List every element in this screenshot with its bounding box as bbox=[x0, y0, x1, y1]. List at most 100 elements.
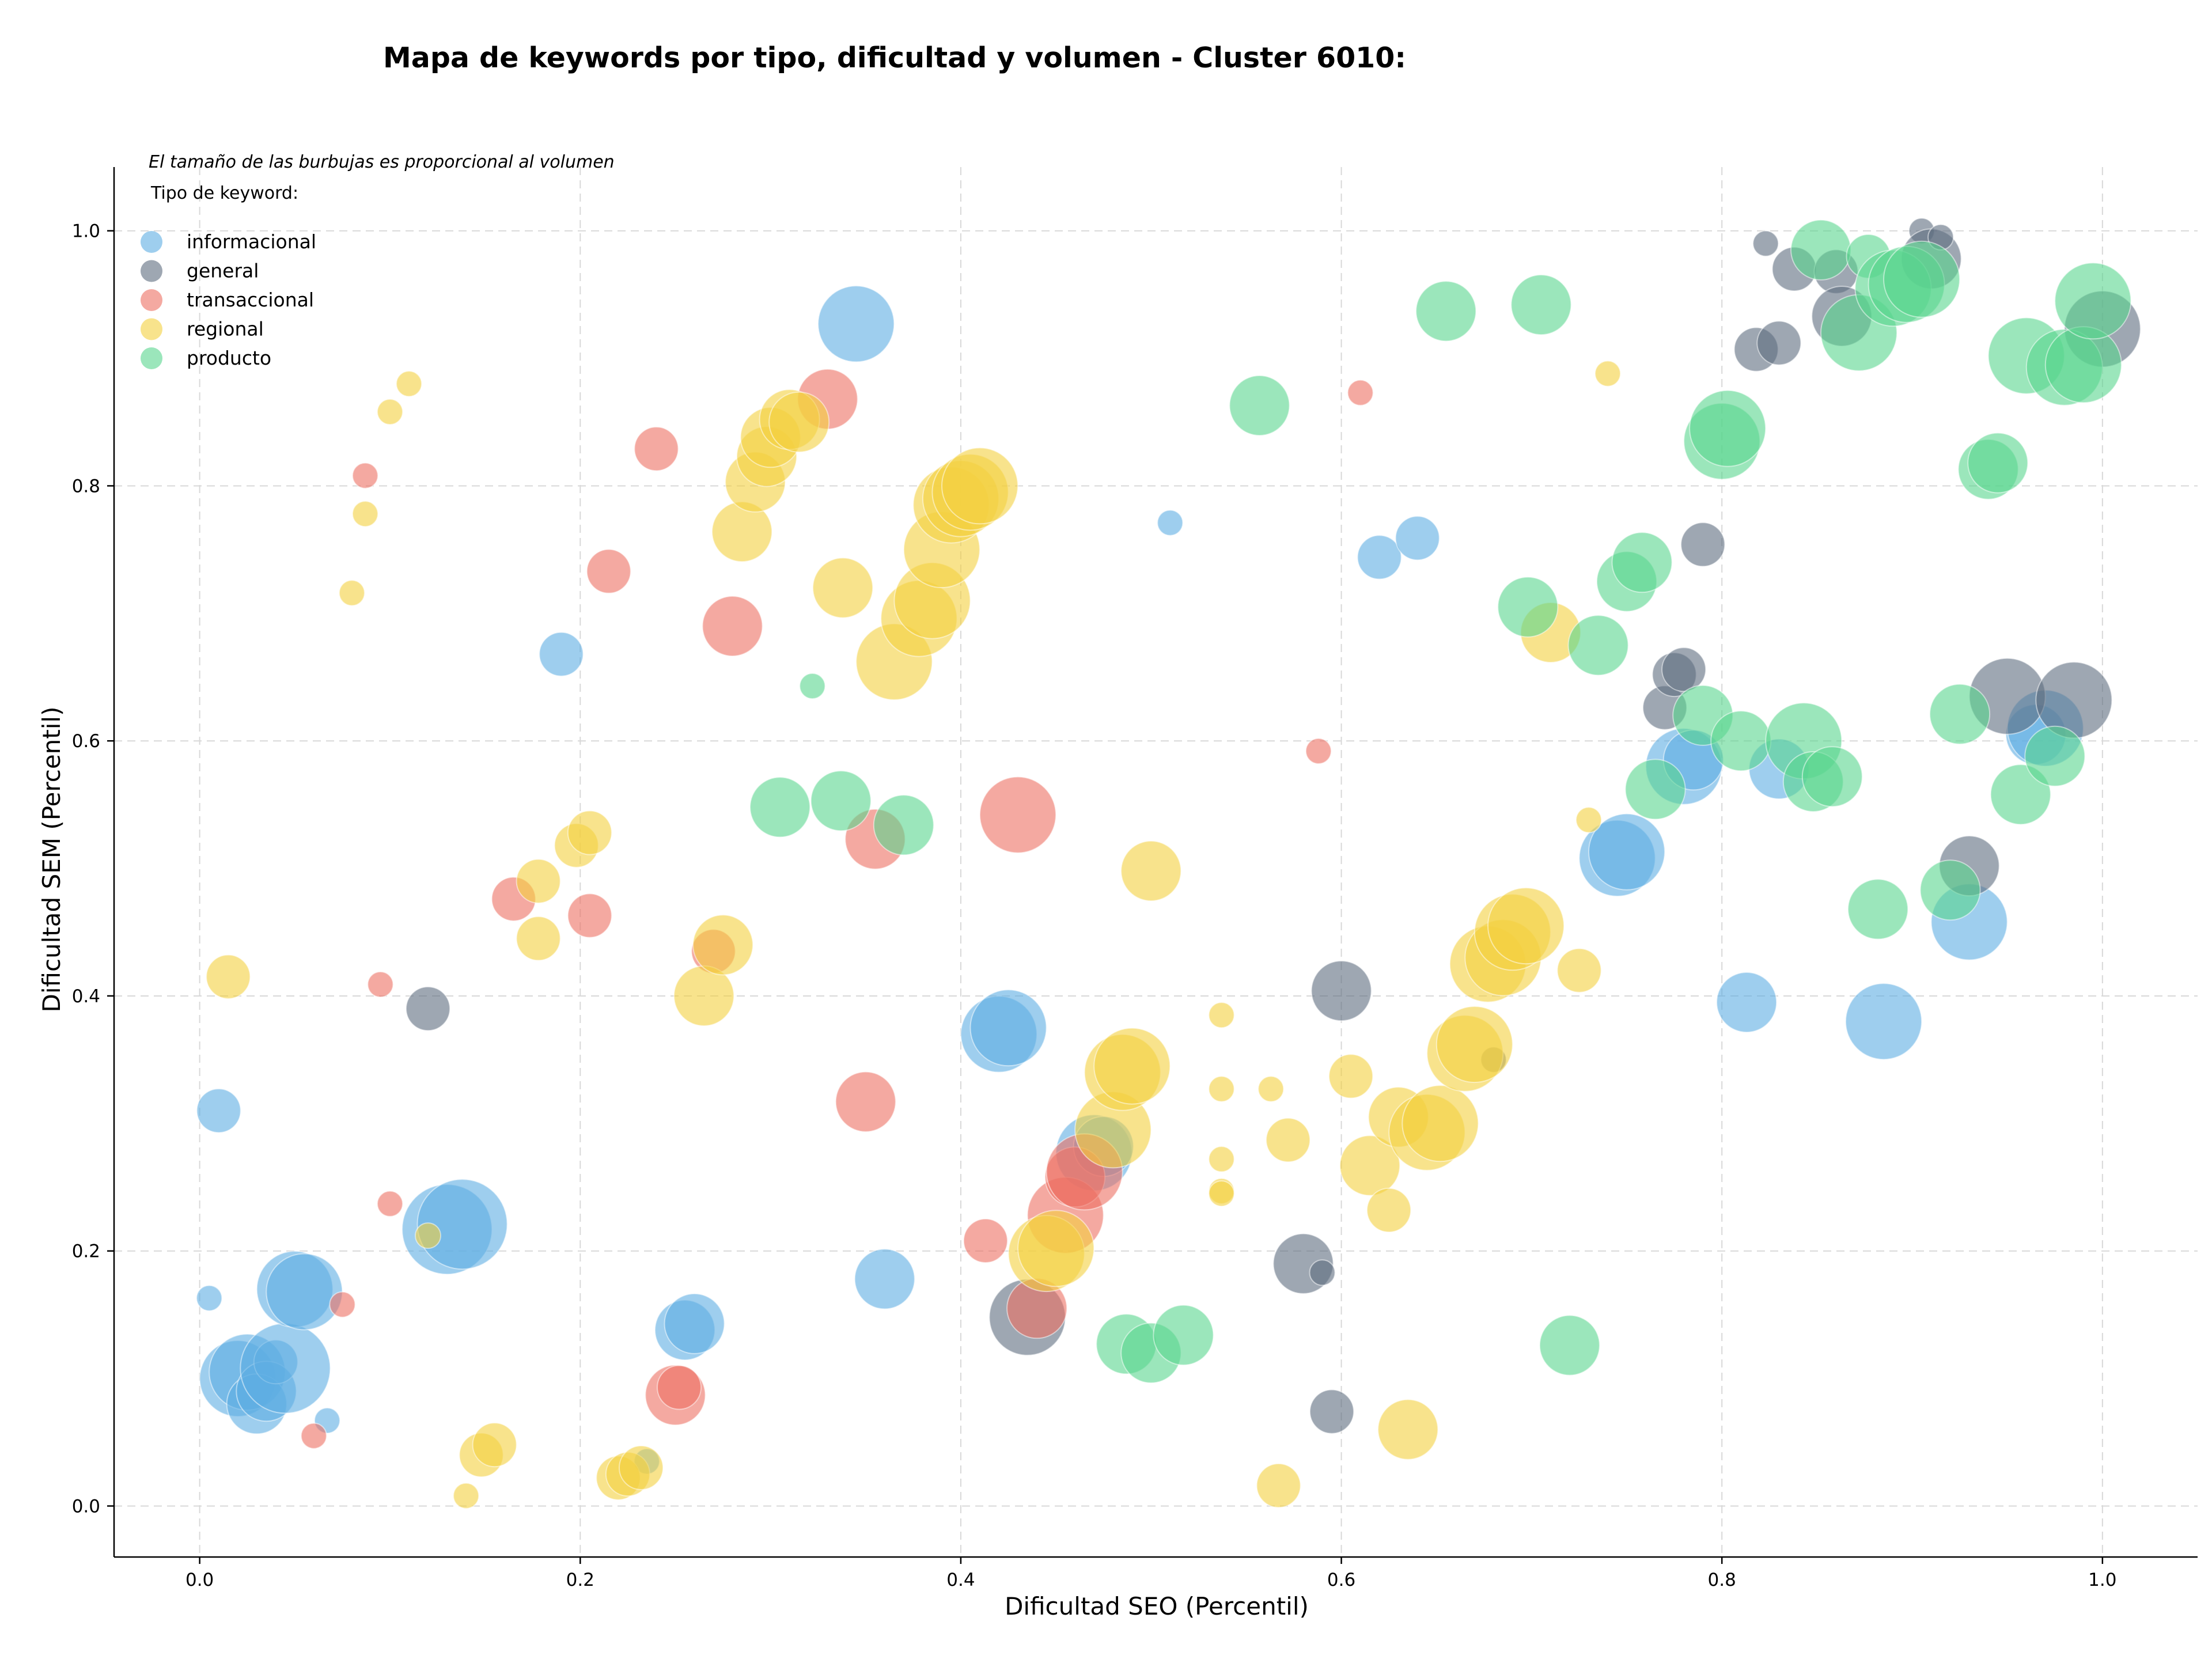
legend-marker bbox=[141, 260, 162, 282]
data-point bbox=[1845, 983, 1922, 1060]
data-point bbox=[1305, 737, 1332, 764]
data-point bbox=[377, 399, 403, 425]
data-point bbox=[1347, 379, 1374, 406]
data-point bbox=[352, 462, 378, 489]
data-point bbox=[1556, 948, 1602, 993]
data-point bbox=[1661, 647, 1707, 692]
data-point bbox=[1208, 1075, 1235, 1103]
data-point bbox=[969, 989, 1047, 1067]
data-point bbox=[1883, 240, 1960, 318]
data-point bbox=[1366, 1187, 1412, 1233]
data-point bbox=[1790, 219, 1851, 281]
y-tick-label: 0.4 bbox=[72, 986, 100, 1007]
data-point bbox=[196, 1088, 241, 1134]
data-point bbox=[1157, 509, 1184, 536]
data-point bbox=[810, 770, 872, 832]
legend-label: transaccional bbox=[187, 289, 314, 311]
data-point bbox=[240, 1323, 331, 1414]
points-layer bbox=[196, 217, 2141, 1509]
data-point bbox=[1624, 759, 1686, 820]
data-point bbox=[1339, 1135, 1401, 1196]
data-point bbox=[1415, 281, 1477, 342]
data-point bbox=[1309, 1389, 1354, 1434]
data-point bbox=[453, 1482, 480, 1509]
data-point bbox=[377, 1190, 403, 1217]
legend-marker bbox=[141, 289, 162, 311]
data-point bbox=[196, 1285, 223, 1312]
data-point bbox=[1919, 859, 1981, 921]
x-tick-label: 1.0 bbox=[2088, 1570, 2116, 1590]
data-point bbox=[1801, 746, 1863, 808]
data-point bbox=[1309, 1259, 1336, 1286]
data-point bbox=[266, 1253, 343, 1331]
data-point bbox=[1539, 1315, 1600, 1376]
data-point bbox=[1929, 683, 1991, 745]
data-point bbox=[1510, 274, 1572, 336]
data-point bbox=[702, 596, 763, 657]
data-point bbox=[567, 893, 612, 938]
y-tick-label: 0.0 bbox=[72, 1496, 100, 1517]
size-note: El tamaño de las burbujas es proporciona… bbox=[149, 152, 615, 172]
data-point bbox=[1229, 375, 1290, 436]
x-tick-label: 0.2 bbox=[566, 1570, 594, 1590]
legend-item-regional: regional bbox=[141, 318, 264, 340]
data-point bbox=[817, 285, 895, 363]
series-transaccional bbox=[300, 368, 1374, 1449]
data-point bbox=[329, 1291, 356, 1318]
x-axis-label: Dificultad SEO (Percentil) bbox=[1005, 1592, 1309, 1620]
data-point bbox=[1208, 1002, 1235, 1029]
data-point bbox=[657, 1365, 702, 1410]
data-point bbox=[352, 501, 378, 528]
legend-item-transaccional: transaccional bbox=[141, 289, 314, 311]
data-point bbox=[979, 776, 1056, 854]
legend-label: regional bbox=[187, 318, 264, 340]
data-point bbox=[1435, 1006, 1513, 1084]
legend-title: Tipo de keyword: bbox=[150, 183, 298, 203]
legend-item-informacional: informacional bbox=[141, 230, 316, 253]
data-point bbox=[516, 916, 561, 961]
data-point bbox=[1256, 1463, 1301, 1508]
data-point bbox=[854, 1248, 915, 1310]
y-tick-label: 0.8 bbox=[72, 476, 100, 497]
data-point bbox=[1402, 1085, 1479, 1162]
data-point bbox=[2054, 262, 2132, 340]
y-tick-label: 0.6 bbox=[72, 731, 100, 752]
data-point bbox=[1357, 535, 1402, 580]
series-producto bbox=[749, 219, 2132, 1384]
data-point bbox=[1208, 1180, 1235, 1207]
legend-marker bbox=[141, 347, 162, 369]
data-point bbox=[963, 1218, 1008, 1263]
data-point bbox=[396, 370, 422, 397]
data-point bbox=[749, 776, 811, 838]
data-point bbox=[619, 1445, 664, 1490]
data-point bbox=[692, 914, 753, 976]
data-point bbox=[1487, 887, 1565, 965]
data-point bbox=[539, 631, 584, 677]
data-point bbox=[1716, 972, 1778, 1033]
data-point bbox=[2024, 725, 2086, 787]
data-point bbox=[415, 1222, 441, 1249]
data-point bbox=[768, 391, 830, 453]
data-point bbox=[472, 1422, 517, 1468]
data-point bbox=[799, 673, 826, 699]
data-point bbox=[1752, 230, 1779, 257]
data-point bbox=[873, 794, 934, 856]
legend-marker bbox=[141, 231, 162, 253]
data-point bbox=[1689, 389, 1767, 467]
x-tick-label: 0.0 bbox=[185, 1570, 214, 1590]
data-point bbox=[338, 579, 365, 607]
legend-label: general bbox=[187, 260, 259, 282]
data-point bbox=[634, 426, 679, 472]
data-point bbox=[1588, 813, 1665, 891]
data-point bbox=[206, 954, 251, 999]
data-point bbox=[664, 1293, 725, 1354]
legend-label: producto bbox=[187, 347, 271, 369]
data-point bbox=[1377, 1399, 1439, 1460]
data-point bbox=[406, 986, 450, 1032]
data-point bbox=[300, 1422, 327, 1449]
data-point bbox=[1710, 710, 1772, 772]
data-point bbox=[367, 971, 394, 998]
data-point bbox=[1208, 1146, 1235, 1173]
